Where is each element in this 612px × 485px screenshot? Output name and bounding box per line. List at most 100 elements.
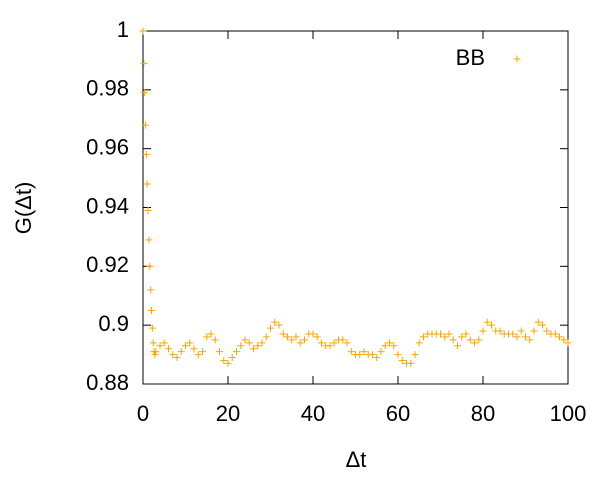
point xyxy=(194,351,202,359)
x-tick-label: 20 xyxy=(216,401,240,426)
point xyxy=(390,342,398,350)
point xyxy=(148,324,156,332)
point xyxy=(186,339,194,347)
point xyxy=(216,348,223,356)
point xyxy=(160,339,168,347)
point xyxy=(203,333,211,341)
point xyxy=(454,342,461,350)
point xyxy=(143,180,151,188)
point xyxy=(369,351,376,359)
point xyxy=(517,327,525,335)
point xyxy=(211,336,219,344)
point xyxy=(415,339,423,347)
point xyxy=(296,339,304,347)
point xyxy=(173,354,181,362)
y-tick-label: 0.92 xyxy=(86,252,129,277)
point xyxy=(220,356,228,364)
point xyxy=(146,262,154,270)
point xyxy=(394,351,402,359)
point xyxy=(245,339,253,347)
point xyxy=(318,339,325,347)
point xyxy=(145,236,153,244)
point xyxy=(326,342,334,350)
point xyxy=(343,339,351,347)
legend-label: BB xyxy=(456,45,485,70)
point xyxy=(144,206,152,214)
point xyxy=(207,330,215,338)
point xyxy=(462,330,470,338)
point xyxy=(182,342,189,350)
point xyxy=(347,348,355,356)
point xyxy=(142,121,150,129)
point xyxy=(458,333,466,341)
point xyxy=(254,342,262,350)
point xyxy=(142,151,150,159)
point xyxy=(140,59,148,67)
point xyxy=(551,330,559,338)
x-axis-label: Δt xyxy=(346,447,367,472)
point xyxy=(509,330,517,338)
point xyxy=(534,318,542,326)
point xyxy=(381,342,389,350)
point xyxy=(386,339,393,347)
point xyxy=(152,348,160,356)
y-tick-label: 0.94 xyxy=(86,193,129,218)
point xyxy=(471,339,478,347)
point xyxy=(556,333,563,341)
point xyxy=(262,333,270,341)
point xyxy=(496,327,504,335)
point xyxy=(250,345,257,353)
point xyxy=(513,333,521,341)
x-tick-label: 80 xyxy=(471,401,495,426)
point xyxy=(148,306,155,314)
point xyxy=(149,339,157,347)
point xyxy=(301,336,308,344)
y-tick-label: 0.88 xyxy=(86,370,129,395)
point xyxy=(237,342,245,350)
x-tick-label: 40 xyxy=(301,401,325,426)
y-tick-label: 0.9 xyxy=(98,311,129,336)
x-tick-label: 0 xyxy=(137,401,149,426)
point xyxy=(437,330,444,338)
point xyxy=(543,327,551,335)
point xyxy=(420,333,427,341)
point xyxy=(407,359,415,367)
point xyxy=(522,333,529,341)
point xyxy=(190,345,198,353)
point xyxy=(156,342,164,350)
point xyxy=(165,345,172,353)
point xyxy=(483,318,491,326)
point xyxy=(141,89,149,97)
point xyxy=(199,348,206,356)
point xyxy=(284,333,291,341)
point xyxy=(356,351,364,359)
point xyxy=(258,339,266,347)
point xyxy=(224,359,232,367)
point xyxy=(445,330,453,338)
point xyxy=(177,348,185,356)
point xyxy=(313,333,321,341)
point xyxy=(339,336,347,344)
point xyxy=(360,348,368,356)
legend-marker xyxy=(513,55,521,63)
point xyxy=(309,330,317,338)
point xyxy=(530,327,538,335)
point xyxy=(151,351,159,359)
point xyxy=(449,336,457,344)
point xyxy=(275,321,283,329)
point xyxy=(271,318,279,326)
point xyxy=(169,351,177,359)
point xyxy=(373,354,381,362)
point xyxy=(488,321,495,329)
point xyxy=(475,336,483,344)
y-tick-label: 0.96 xyxy=(86,134,129,159)
point xyxy=(560,336,568,344)
y-axis-label: G(Δt) xyxy=(11,182,36,235)
point xyxy=(228,354,236,362)
point xyxy=(330,339,338,347)
point xyxy=(377,348,385,356)
point xyxy=(398,356,406,364)
point xyxy=(267,324,274,332)
point xyxy=(466,336,474,344)
